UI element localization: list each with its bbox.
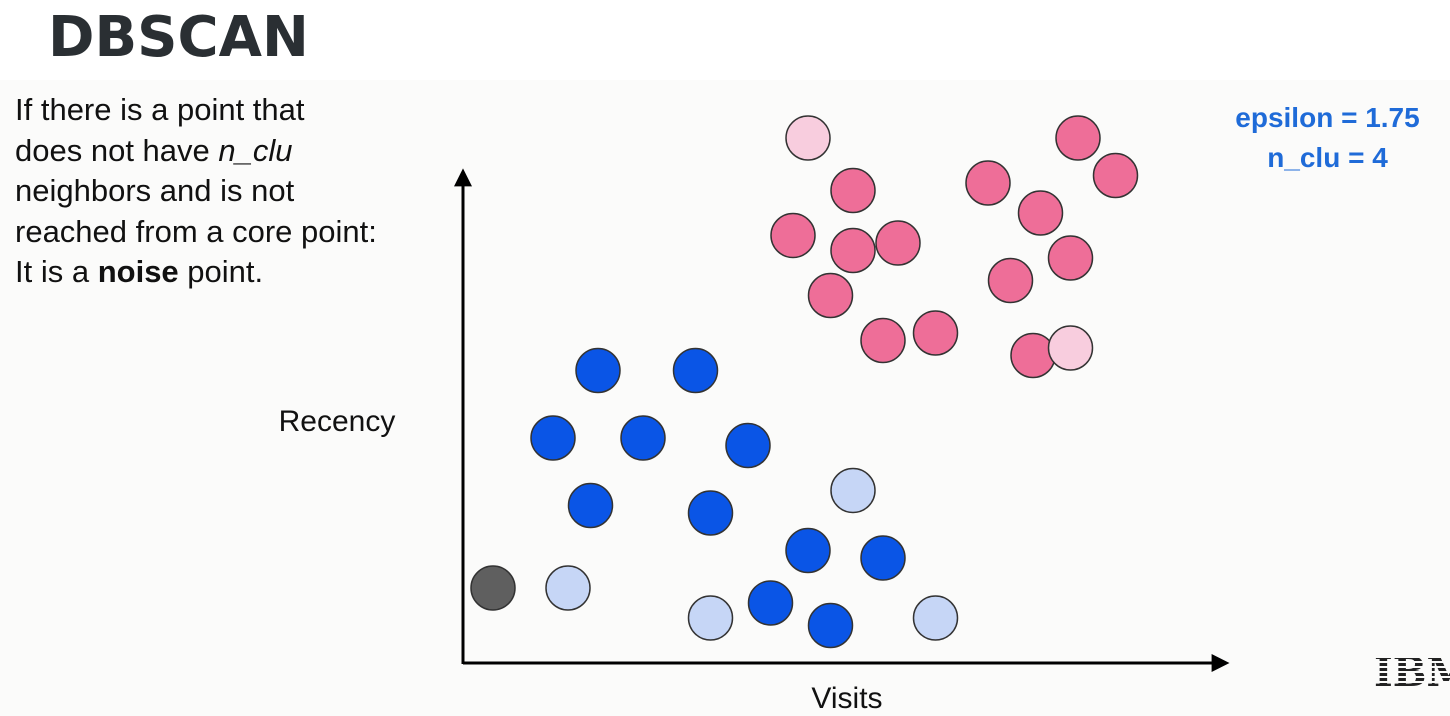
data-point bbox=[807, 272, 854, 319]
description-line: neighbors and is not bbox=[15, 173, 295, 208]
description-line: It is a noise point. bbox=[15, 252, 435, 293]
data-point bbox=[470, 565, 516, 611]
description-fragment: does not have bbox=[15, 132, 219, 168]
description-line: If there is a point that bbox=[15, 92, 305, 127]
data-point bbox=[830, 467, 876, 514]
data-point bbox=[1047, 325, 1094, 371]
data-point bbox=[747, 580, 794, 626]
noise-term: noise bbox=[97, 254, 179, 289]
data-point bbox=[830, 227, 876, 274]
description-line: does not have n_clu bbox=[15, 131, 435, 172]
data-point bbox=[785, 527, 831, 574]
data-point bbox=[1017, 190, 1064, 236]
data-point bbox=[1055, 115, 1101, 161]
data-point bbox=[687, 595, 734, 641]
data-point bbox=[770, 212, 816, 259]
data-point bbox=[830, 167, 876, 214]
description-fragment: It is a bbox=[15, 254, 98, 289]
n-clu-label: n_clu = 4 bbox=[1267, 142, 1388, 173]
data-point bbox=[575, 347, 621, 394]
page-title: DBSCAN bbox=[48, 5, 309, 70]
y-axis-label: Recency bbox=[279, 405, 396, 438]
data-point bbox=[965, 160, 1011, 206]
data-point bbox=[912, 595, 959, 641]
data-point bbox=[545, 565, 591, 611]
data-point bbox=[530, 415, 576, 461]
ibm-logo-mark: IBM bbox=[1374, 649, 1450, 692]
data-point bbox=[860, 535, 906, 581]
parameters-box: epsilon = 1.75 n_clu = 4 bbox=[1190, 98, 1450, 178]
data-point bbox=[567, 482, 614, 529]
description-text: If there is a point that does not have n… bbox=[15, 90, 435, 293]
description-line: reached from a core point: bbox=[15, 213, 377, 249]
x-axis-label: Visits bbox=[811, 682, 882, 715]
data-point bbox=[912, 310, 959, 356]
description-fragment: point. bbox=[178, 254, 264, 289]
data-point bbox=[807, 602, 854, 649]
data-point bbox=[725, 422, 771, 469]
data-point bbox=[860, 317, 906, 364]
data-point bbox=[672, 347, 719, 394]
ibm-logo-text: IBM bbox=[1374, 649, 1450, 692]
ibm-logo: IBM bbox=[1370, 648, 1450, 692]
data-point bbox=[1047, 235, 1094, 281]
epsilon-label: epsilon = 1.75 bbox=[1235, 102, 1420, 133]
data-point bbox=[875, 220, 921, 266]
data-point bbox=[987, 257, 1034, 304]
data-point bbox=[1010, 332, 1056, 379]
data-point bbox=[620, 415, 666, 461]
data-point bbox=[687, 490, 734, 536]
n-clu-term: n_clu bbox=[218, 132, 293, 168]
data-points bbox=[470, 115, 1139, 649]
data-point bbox=[1092, 152, 1139, 199]
data-point bbox=[785, 115, 831, 161]
